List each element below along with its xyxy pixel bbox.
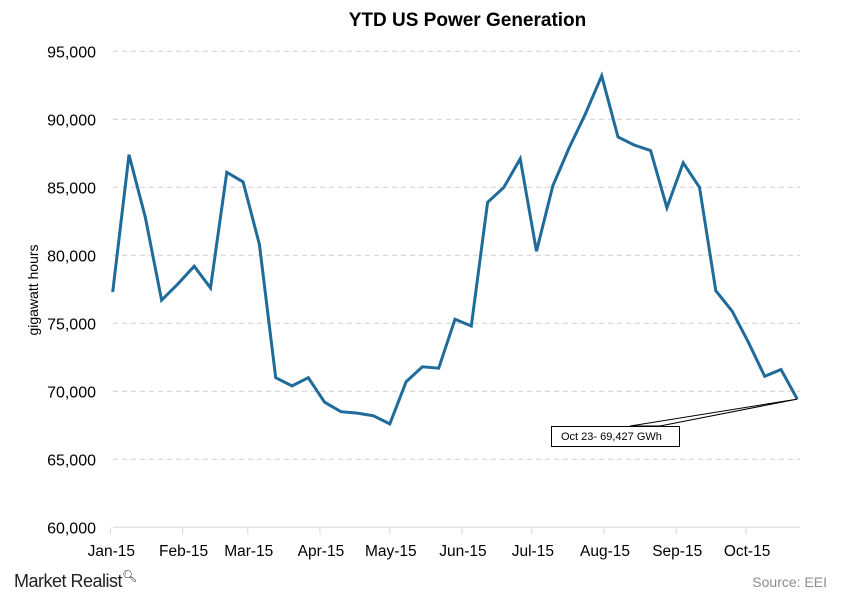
y-tick-label: 95,000	[47, 44, 96, 61]
annotation-leader	[629, 398, 798, 427]
y-tick-label: 85,000	[47, 180, 96, 197]
x-tick-label: Jul-15	[512, 543, 554, 560]
x-tick-label: Feb-15	[159, 543, 208, 560]
annotation-callout: Oct 23- 69,427 GWh	[551, 426, 680, 447]
x-tick-label: Apr-15	[298, 543, 345, 560]
y-tick-labels: 60,000 65,000 70,000 75,000 80,000 85,000 90,0…	[47, 44, 96, 537]
x-tick-label: Jan-15	[88, 543, 135, 560]
x-tick-label: Aug-15	[580, 543, 630, 560]
series-line	[111, 71, 799, 426]
market-realist-logo: Market Realist🔍︎	[14, 569, 137, 592]
y-tick-label: 90,000	[47, 112, 96, 129]
x-tick-labels: Jan-15 Feb-15 Mar-15 Apr-15 May-15 Jun-15 Jul-…	[88, 543, 771, 560]
x-tick-label: Sep-15	[652, 543, 702, 560]
x-tick-label: May-15	[365, 543, 417, 560]
x-tick-label: Oct-15	[724, 543, 771, 560]
axes	[109, 526, 800, 535]
series-line-group	[111, 71, 799, 426]
magnifier-chart-icon: 🔍︎	[122, 569, 137, 583]
y-axis-label: gigawatt hours	[25, 244, 41, 336]
brand-name: Market Realist	[14, 571, 123, 591]
y-tick-label: 60,000	[47, 520, 96, 537]
gridlines	[113, 50, 800, 460]
y-tick-label: 65,000	[47, 452, 96, 469]
x-tick-label: Mar-15	[224, 543, 273, 560]
y-tick-label: 75,000	[47, 316, 96, 333]
source-note: Source: EEI	[752, 574, 827, 590]
annotation-leader-line	[629, 398, 798, 427]
x-tick-label: Jun-15	[439, 543, 486, 560]
y-tick-label: 80,000	[47, 248, 96, 265]
chart-title: YTD US Power Generation	[348, 10, 587, 31]
y-tick-label: 70,000	[47, 384, 96, 401]
